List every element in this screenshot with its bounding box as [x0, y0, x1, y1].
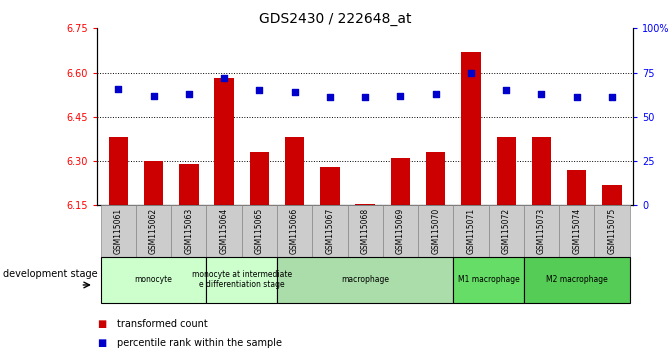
- Point: [184, 91, 194, 97]
- Bar: [461, 52, 480, 205]
- Bar: [109, 137, 128, 205]
- Bar: [179, 164, 198, 205]
- Text: ■: ■: [97, 319, 107, 329]
- Text: GSM115063: GSM115063: [184, 208, 194, 254]
- Point: [113, 86, 124, 91]
- Text: percentile rank within the sample: percentile rank within the sample: [117, 338, 282, 348]
- Point: [289, 89, 300, 95]
- Bar: [356, 204, 375, 205]
- Bar: [532, 137, 551, 205]
- Text: development stage: development stage: [3, 269, 98, 279]
- Point: [254, 87, 265, 93]
- Text: ■: ■: [97, 338, 107, 348]
- Point: [360, 95, 371, 100]
- Text: GSM115071: GSM115071: [466, 208, 476, 254]
- Point: [572, 95, 582, 100]
- Point: [148, 93, 159, 98]
- Point: [536, 91, 547, 97]
- Text: GSM115069: GSM115069: [396, 208, 405, 254]
- Bar: [214, 79, 234, 205]
- Text: GSM115067: GSM115067: [326, 208, 334, 254]
- Bar: [144, 161, 163, 205]
- Text: GSM115074: GSM115074: [572, 208, 582, 254]
- Text: monocyte at intermediate
e differentiation stage: monocyte at intermediate e differentiati…: [192, 270, 292, 289]
- Text: GSM115061: GSM115061: [114, 208, 123, 254]
- Text: GSM115065: GSM115065: [255, 208, 264, 254]
- Text: GSM115075: GSM115075: [608, 208, 616, 254]
- Bar: [285, 137, 304, 205]
- Bar: [250, 152, 269, 205]
- Text: GSM115070: GSM115070: [431, 208, 440, 254]
- Text: GSM115073: GSM115073: [537, 208, 546, 254]
- Point: [218, 75, 229, 81]
- Text: transformed count: transformed count: [117, 319, 208, 329]
- Point: [606, 95, 617, 100]
- Bar: [496, 137, 516, 205]
- Point: [395, 93, 406, 98]
- Bar: [320, 167, 340, 205]
- Point: [466, 70, 476, 75]
- Text: GSM115066: GSM115066: [290, 208, 299, 254]
- Point: [501, 87, 512, 93]
- Bar: [426, 152, 446, 205]
- Bar: [567, 170, 586, 205]
- Text: GSM115068: GSM115068: [360, 208, 370, 254]
- Text: M2 macrophage: M2 macrophage: [546, 275, 608, 284]
- Text: monocyte: monocyte: [135, 275, 172, 284]
- Text: GDS2430 / 222648_at: GDS2430 / 222648_at: [259, 12, 411, 27]
- Point: [324, 95, 335, 100]
- Bar: [602, 185, 622, 205]
- Text: GSM115064: GSM115064: [220, 208, 228, 254]
- Text: macrophage: macrophage: [341, 275, 389, 284]
- Text: GSM115072: GSM115072: [502, 208, 511, 254]
- Text: M1 macrophage: M1 macrophage: [458, 275, 519, 284]
- Point: [430, 91, 441, 97]
- Bar: [391, 158, 410, 205]
- Text: GSM115062: GSM115062: [149, 208, 158, 254]
